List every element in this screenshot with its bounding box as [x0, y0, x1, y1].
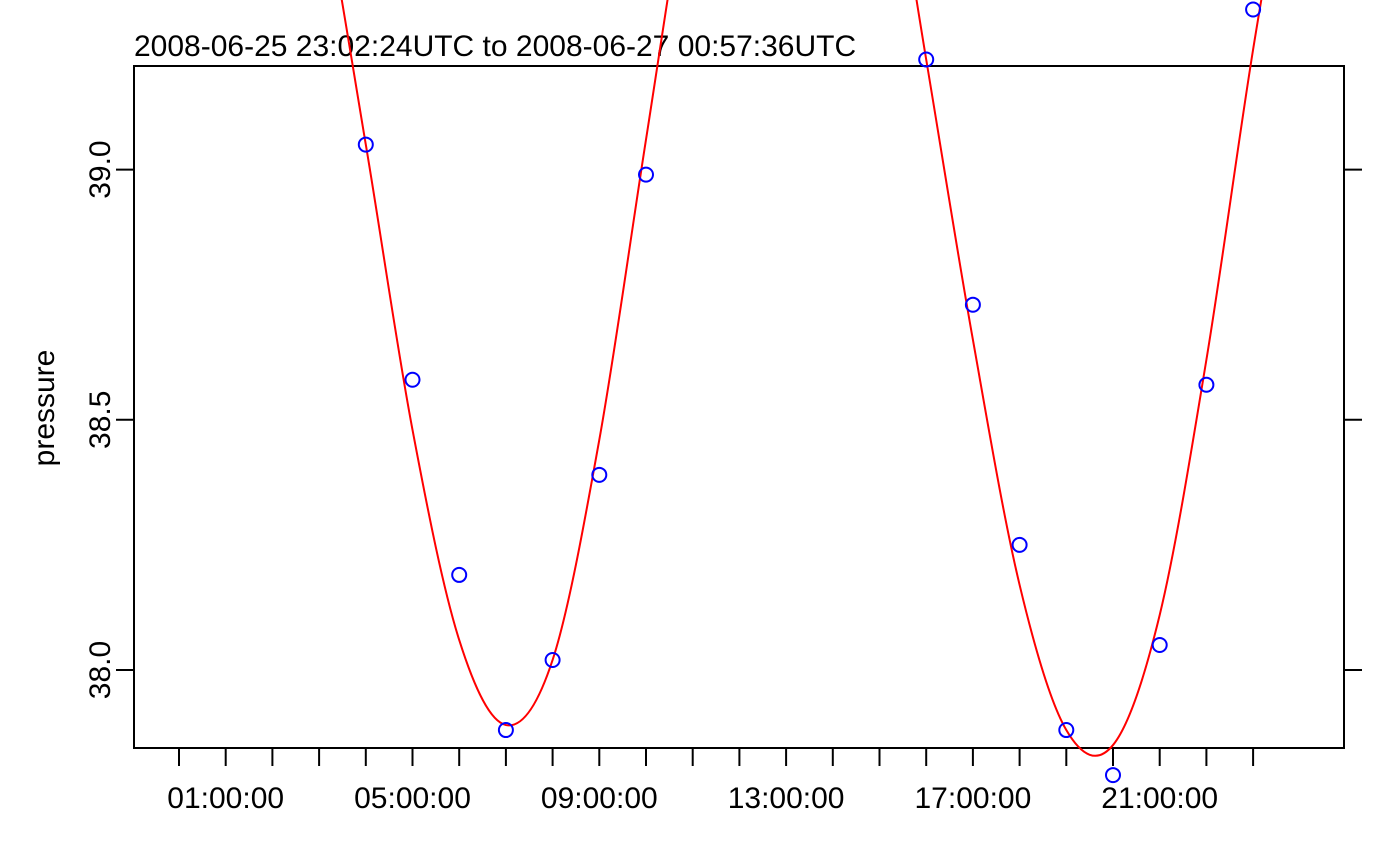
x-tick-label: 17:00:00 — [915, 782, 1032, 815]
x-tick-label: 01:00:00 — [167, 782, 284, 815]
chart-title: 2008-06-25 23:02:24UTC to 2008-06-27 00:… — [134, 30, 856, 63]
y-tick-label: 38.5 — [84, 391, 117, 449]
y-axis: 38.038.539.039.540.0 — [84, 140, 1362, 699]
data-point — [591, 466, 608, 483]
data-point — [497, 722, 514, 739]
fit-curve-layer — [340, 0, 1263, 757]
fit-line — [340, 0, 1263, 757]
observed-points-layer — [357, 1, 1262, 784]
x-tick-label: 05:00:00 — [354, 782, 471, 815]
x-tick-label: 13:00:00 — [728, 782, 845, 815]
data-point — [1151, 636, 1168, 653]
data-point — [1105, 767, 1121, 784]
y-axis-label: pressure — [28, 350, 61, 467]
data-point — [1245, 1, 1262, 18]
data-point — [1198, 376, 1215, 393]
plot-frame — [133, 65, 1345, 749]
x-tick-label: 21:00:00 — [1101, 782, 1218, 815]
y-tick-label: 39.0 — [84, 140, 117, 198]
x-axis: 01:00:00 05:00:00 09:00:00 13:00:00 17:00:00… — [167, 748, 1255, 815]
data-point — [451, 566, 468, 583]
data-point — [404, 371, 421, 388]
data-point — [1011, 536, 1028, 553]
data-point — [638, 166, 654, 183]
data-point — [964, 296, 981, 313]
y-tick-label: 38.0 — [84, 641, 117, 699]
data-point — [918, 51, 935, 68]
data-point — [544, 651, 561, 668]
x-tick-label: 09:00:00 — [541, 782, 658, 815]
data-point — [1058, 722, 1075, 739]
data-point — [357, 136, 374, 153]
